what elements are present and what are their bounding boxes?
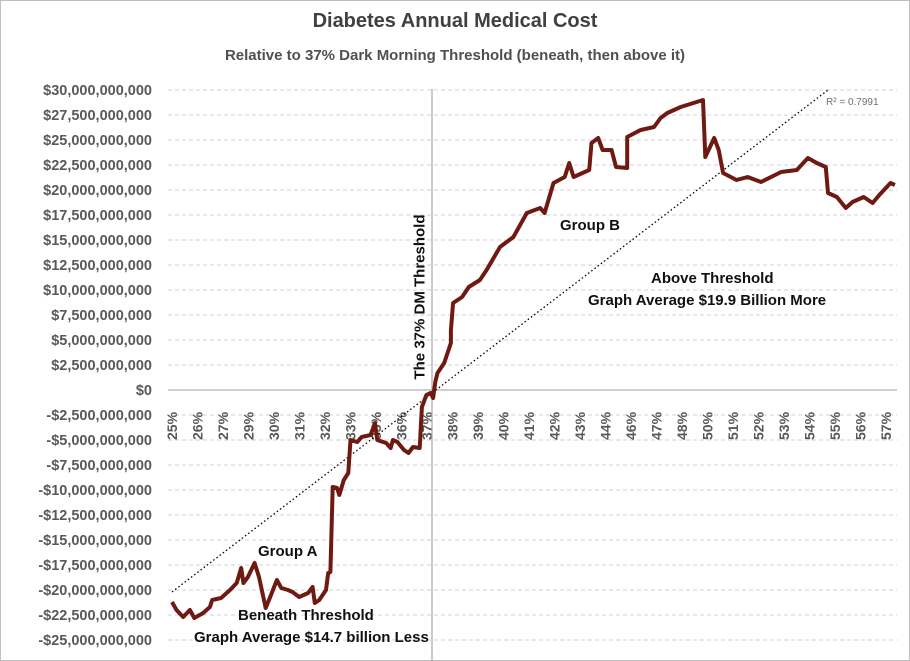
x-tick-label: 41% [521, 411, 537, 440]
y-tick-label: $27,500,000,000 [43, 108, 152, 124]
x-tick-label: 48% [674, 411, 690, 440]
x-tick-label: 44% [598, 411, 614, 440]
y-tick-label: -$7,500,000,000 [46, 458, 152, 474]
y-tick-label: -$10,000,000,000 [38, 483, 152, 499]
y-tick-label: -$12,500,000,000 [38, 508, 152, 524]
y-tick-label: -$22,500,000,000 [38, 608, 152, 624]
x-tick-label: 57% [878, 411, 894, 440]
x-tick-label: 36% [394, 411, 410, 440]
y-tick-label: -$15,000,000,000 [38, 533, 152, 549]
x-tick-label: 40% [496, 411, 512, 440]
beneath-average-label: Graph Average $14.7 billion Less [194, 629, 429, 646]
y-tick-label: $22,500,000,000 [43, 158, 152, 174]
above-average-label: Graph Average $19.9 Billion More [588, 292, 827, 309]
group-b-label: Group B [560, 217, 620, 234]
y-tick-label: $30,000,000,000 [43, 83, 152, 99]
threshold-label: The 37% DM Threshold [411, 214, 429, 380]
x-tick-label: 55% [827, 411, 843, 440]
x-tick-label: 39% [470, 411, 486, 440]
y-tick-label: $15,000,000,000 [43, 233, 152, 249]
y-tick-label: $25,000,000,000 [43, 133, 152, 149]
x-tick-label: 33% [343, 411, 359, 440]
y-tick-label: $20,000,000,000 [43, 183, 152, 199]
x-tick-label: 38% [445, 411, 461, 440]
cost-series-line [170, 98, 896, 620]
x-tick-label: 26% [190, 411, 206, 440]
x-tick-label: 43% [572, 411, 588, 440]
y-tick-label: -$5,000,000,000 [46, 433, 152, 449]
x-tick-label: 52% [751, 411, 767, 440]
y-tick-label: $0 [136, 383, 152, 399]
y-tick-label: -$25,000,000,000 [38, 633, 152, 649]
r-squared-label: R² = 0.7991 [826, 97, 879, 108]
y-tick-label: $7,500,000,000 [51, 308, 152, 324]
x-tick-label: 27% [215, 411, 231, 440]
y-tick-label: -$17,500,000,000 [38, 558, 152, 574]
y-tick-label: $10,000,000,000 [43, 283, 152, 299]
x-tick-label: 51% [725, 411, 741, 440]
beneath-threshold-label: Beneath Threshold [238, 607, 374, 624]
x-tick-label: 56% [853, 411, 869, 440]
x-tick-label: 50% [700, 411, 716, 440]
x-tick-label: 32% [317, 411, 333, 440]
x-tick-label: 46% [623, 411, 639, 440]
y-tick-label: -$20,000,000,000 [38, 583, 152, 599]
x-tick-label: 30% [266, 411, 282, 440]
x-tick-label: 53% [776, 411, 792, 440]
y-tick-label: $2,500,000,000 [51, 358, 152, 374]
above-threshold-label: Above Threshold [651, 270, 774, 287]
x-tick-label: 42% [547, 411, 563, 440]
trendline [171, 89, 829, 593]
x-tick-label: 47% [649, 411, 665, 440]
y-tick-label: $17,500,000,000 [43, 208, 152, 224]
x-tick-label: 31% [292, 411, 308, 440]
x-tick-label: 54% [802, 411, 818, 440]
chart-subtitle: Relative to 37% Dark Morning Threshold (… [224, 47, 686, 64]
y-tick-label: $5,000,000,000 [51, 333, 152, 349]
x-tick-label: 25% [164, 411, 180, 440]
chart-title: Diabetes Annual Medical Cost [312, 10, 598, 32]
y-tick-label: -$2,500,000,000 [46, 408, 152, 424]
group-a-label: Group A [258, 543, 318, 560]
y-tick-label: $12,500,000,000 [43, 258, 152, 274]
x-tick-label: 29% [241, 411, 257, 440]
